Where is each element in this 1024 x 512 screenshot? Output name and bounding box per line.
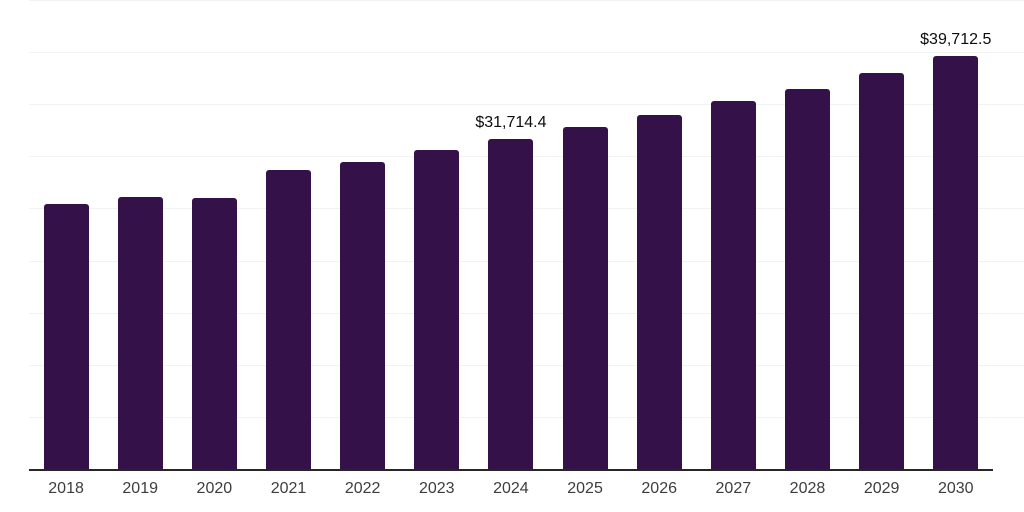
x-tick-2026: 2026 — [641, 480, 677, 497]
gridline — [29, 104, 1024, 106]
bar-slot-2023 — [414, 0, 460, 470]
bar-2024[interactable] — [488, 139, 534, 470]
x-tick-2028: 2028 — [789, 480, 826, 497]
data-label-2024: $31,714.4 — [475, 114, 547, 132]
gridline — [29, 52, 1024, 54]
bar-2025[interactable] — [562, 127, 608, 470]
bar-slot-2027 — [710, 0, 756, 470]
bar-slot-2028 — [784, 0, 830, 470]
x-tick-2025: 2025 — [567, 480, 603, 497]
bar-2027[interactable] — [710, 101, 756, 470]
bar-slot-2026 — [636, 0, 682, 470]
x-axis-line — [29, 469, 993, 471]
bar-slot-2025 — [562, 0, 608, 470]
gridline — [29, 0, 1024, 1]
bar-2022[interactable] — [340, 161, 386, 470]
bar-slot-2022 — [340, 0, 386, 470]
x-tick-2018: 2018 — [48, 480, 84, 497]
bar-slot-2030: $39,712.5 — [920, 0, 991, 470]
bar-slot-2029 — [859, 0, 905, 470]
x-axis: 2018 2019 2020 2021 2022 2023 2024 2025 2026 2027… — [29, 479, 993, 498]
bar-2023[interactable] — [414, 150, 460, 470]
bar-slot-2020 — [191, 0, 237, 470]
bar-slot-2021 — [265, 0, 311, 470]
x-tick-2027: 2027 — [715, 480, 752, 497]
bar-2021[interactable] — [265, 169, 311, 470]
bar-slot-2024: $31,714.4 — [475, 0, 547, 470]
bar-2018[interactable] — [43, 204, 89, 470]
bar-2026[interactable] — [636, 114, 682, 470]
bar-slot-2018 — [43, 0, 89, 470]
bar-2019[interactable] — [117, 197, 163, 470]
x-tick-2030: 2030 — [937, 480, 974, 497]
x-tick-2024: 2024 — [493, 480, 529, 497]
x-tick-2029: 2029 — [863, 480, 900, 497]
bar-2020[interactable] — [191, 197, 237, 470]
bar-2028[interactable] — [784, 88, 830, 470]
x-tick-2022: 2022 — [344, 480, 381, 497]
x-tick-2019: 2019 — [122, 480, 158, 497]
bars-layer: $31,714.4 $39,712.5 — [29, 0, 993, 470]
data-label-2030: $39,712.5 — [920, 31, 992, 49]
plot-area: $31,714.4 $39,712.5 — [29, 0, 1024, 471]
bar-2029[interactable] — [859, 72, 905, 470]
x-tick-2021: 2021 — [270, 480, 307, 497]
x-tick-2023: 2023 — [418, 480, 455, 497]
x-tick-2020: 2020 — [196, 480, 233, 497]
bar-slot-2019 — [117, 0, 163, 470]
bar-2030[interactable] — [933, 56, 979, 470]
